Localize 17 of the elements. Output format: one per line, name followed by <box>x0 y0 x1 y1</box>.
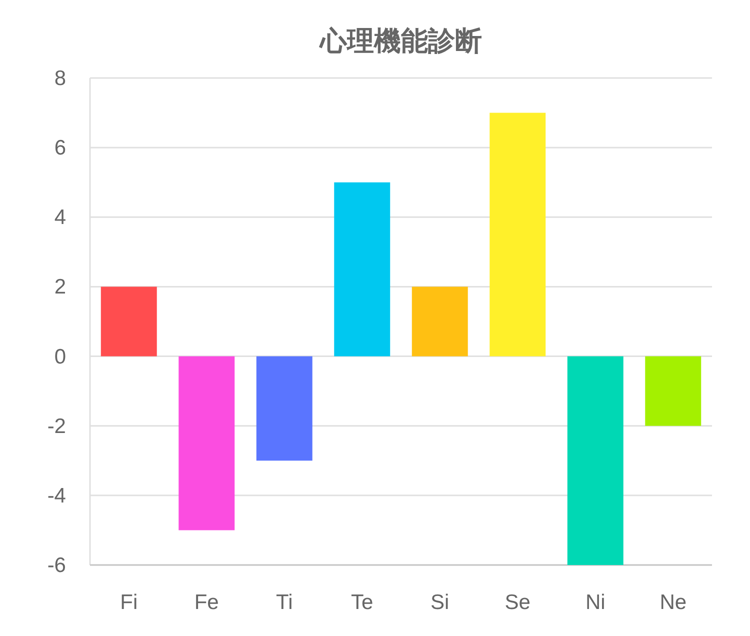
y-tick-label: -6 <box>47 554 66 577</box>
x-tick-label: Si <box>430 591 450 614</box>
y-tick-label: 0 <box>54 345 66 368</box>
x-tick-label: Ti <box>276 591 293 614</box>
x-tick-label: Ni <box>585 591 606 614</box>
y-tick-label: -2 <box>47 414 66 438</box>
x-tick-label: Te <box>351 591 374 614</box>
x-tick-label: Fe <box>194 591 219 614</box>
x-tick-label: Se <box>504 591 530 614</box>
x-tick-label: Ne <box>660 591 687 614</box>
y-tick-label: 4 <box>54 206 66 230</box>
y-tick-label: -4 <box>47 484 66 508</box>
x-tick-label: Fi <box>120 591 138 614</box>
y-tick-label: 2 <box>54 276 66 299</box>
y-tick-label: 8 <box>54 67 66 90</box>
y-tick-label: 6 <box>54 136 66 160</box>
chart-title: 心理機能診断 <box>318 26 482 56</box>
